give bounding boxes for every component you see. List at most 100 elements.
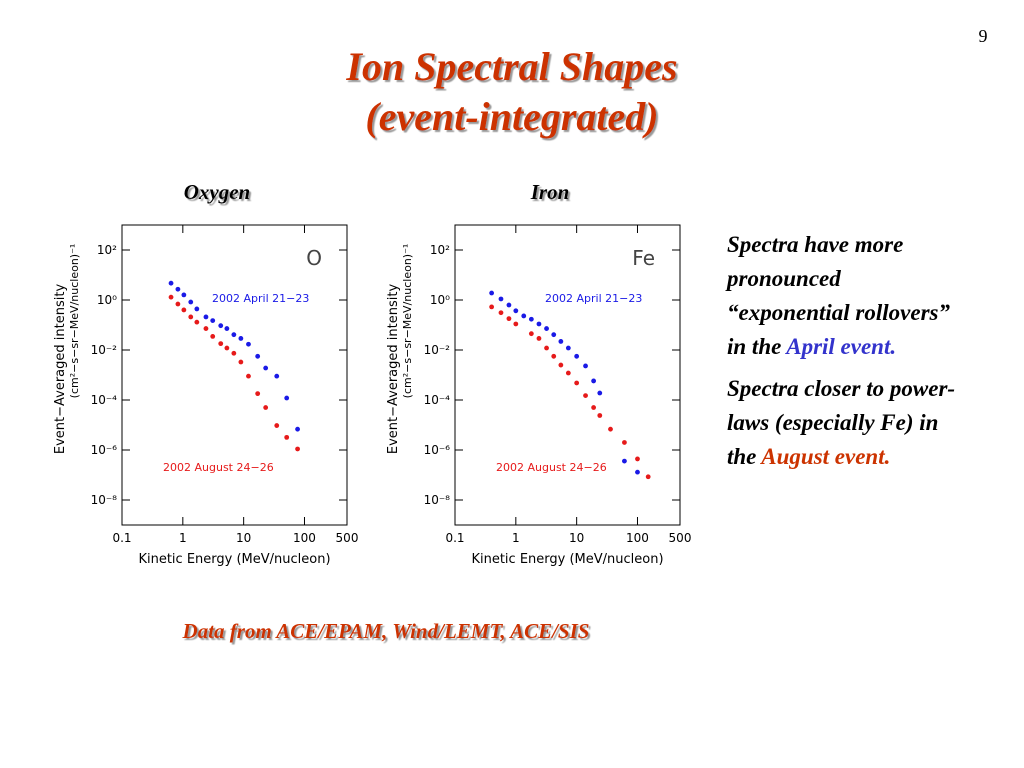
- data-point: [558, 362, 564, 368]
- x-tick-label: 1: [512, 531, 520, 545]
- data-point: [506, 302, 512, 308]
- data-point: [218, 341, 224, 347]
- y-axis-label: Event−Averaged intensity: [53, 284, 68, 455]
- y-tick-label: 10⁻⁶: [91, 443, 118, 457]
- data-point: [255, 391, 261, 397]
- data-point: [551, 353, 557, 359]
- x-tick-label: 500: [669, 531, 692, 545]
- series-label: 2002 August 24−26: [163, 461, 274, 474]
- data-point: [231, 332, 237, 338]
- y-tick-label: 10⁻⁸: [91, 493, 118, 507]
- data-point: [583, 363, 588, 369]
- data-point: [274, 373, 280, 379]
- data-point: [218, 323, 224, 329]
- data-point: [181, 307, 187, 313]
- y-tick-label: 10⁻⁸: [424, 493, 451, 507]
- data-point: [635, 456, 640, 462]
- data-point: [284, 395, 290, 401]
- series-label: 2002 April 21−23: [212, 292, 309, 305]
- title: (event-integrated): [365, 94, 658, 139]
- data-point: [181, 292, 187, 298]
- data-point: [284, 434, 290, 440]
- data-point: [574, 353, 580, 359]
- data-point: [168, 294, 174, 300]
- y-tick-label: 10⁻⁶: [424, 443, 451, 457]
- data-point: [188, 314, 194, 320]
- data-point: [203, 326, 209, 331]
- data-point: [210, 318, 216, 323]
- plot-frame: [121, 224, 348, 526]
- x-axis-label: Kinetic Energy (MeV/nucleon): [138, 552, 330, 567]
- x-tick-label: 10: [569, 531, 584, 545]
- data-point: [536, 336, 542, 341]
- page-number: 9: [979, 26, 988, 46]
- data-point: [295, 426, 300, 432]
- y-axis-label: Event−Averaged intensity: [386, 284, 401, 455]
- y-tick-label: 10⁰: [430, 293, 450, 307]
- data-point: [246, 341, 251, 347]
- data-point: [489, 290, 495, 296]
- data-point: [231, 350, 237, 356]
- data-point: [194, 319, 200, 325]
- y-tick-label: 10⁻⁴: [424, 393, 451, 407]
- data-point: [597, 413, 603, 418]
- data-point: [645, 474, 651, 480]
- data-point: [506, 316, 512, 322]
- note-highlight: April event.: [786, 334, 897, 359]
- data-point: [544, 345, 549, 351]
- y-tick-label: 10²: [430, 243, 450, 257]
- data-point: [528, 316, 534, 322]
- data-point: [224, 345, 230, 351]
- data-point: [591, 378, 597, 384]
- x-tick-label: 500: [336, 531, 359, 545]
- data-point: [608, 426, 613, 432]
- note-text: Spectra closer to power-laws (especially…: [727, 376, 956, 469]
- x-tick-label: 0.1: [112, 531, 131, 545]
- note-text: Spectra have more pronounced “exponentia…: [727, 232, 950, 359]
- data-point: [521, 313, 527, 319]
- data-point: [544, 326, 549, 331]
- data-point: [246, 373, 251, 379]
- x-tick-label: 100: [293, 531, 316, 545]
- data-point: [498, 310, 504, 316]
- footer: Data from ACE/EPAM, Wind/LEMT, ACE/SIS: [182, 619, 590, 643]
- data-point: [255, 353, 261, 359]
- data-point: [188, 299, 194, 305]
- data-point: [203, 314, 209, 320]
- note: Spectra have more pronounced “exponentia…: [727, 228, 959, 364]
- y-tick-label: 10⁻⁴: [91, 393, 118, 407]
- data-point: [168, 280, 174, 286]
- data-point: [498, 296, 504, 302]
- series-label: 2002 August 24−26: [496, 461, 607, 474]
- data-point: [513, 321, 519, 327]
- panel-label: O: [306, 246, 322, 270]
- note-highlight: August event.: [761, 444, 891, 469]
- data-point: [622, 458, 627, 464]
- data-point: [194, 306, 200, 312]
- y-axis-units: (cm²−s−sr−MeV/nucleon)⁻¹: [401, 244, 414, 399]
- data-point: [574, 380, 580, 386]
- data-point: [528, 331, 534, 337]
- x-tick-label: 0.1: [445, 531, 464, 545]
- data-point: [295, 446, 300, 452]
- data-point: [536, 321, 542, 327]
- panel-label: Fe: [632, 246, 655, 270]
- data-point: [263, 365, 269, 371]
- data-point: [210, 333, 216, 339]
- y-tick-label: 10⁰: [97, 293, 117, 307]
- data-point: [558, 339, 564, 344]
- plot-frame: [454, 224, 681, 526]
- chart-title: Oxygen: [184, 180, 251, 204]
- y-tick-label: 10⁻²: [91, 343, 118, 357]
- data-point: [622, 440, 627, 445]
- data-point: [175, 301, 181, 307]
- notes: Spectra have more pronounced “exponentia…: [727, 228, 959, 482]
- data-point: [551, 332, 557, 338]
- data-point: [635, 469, 640, 475]
- data-point: [238, 359, 244, 365]
- data-point: [224, 326, 230, 331]
- y-axis-units: (cm²−s−sr−MeV/nucleon)⁻¹: [68, 244, 81, 399]
- data-point: [274, 423, 280, 428]
